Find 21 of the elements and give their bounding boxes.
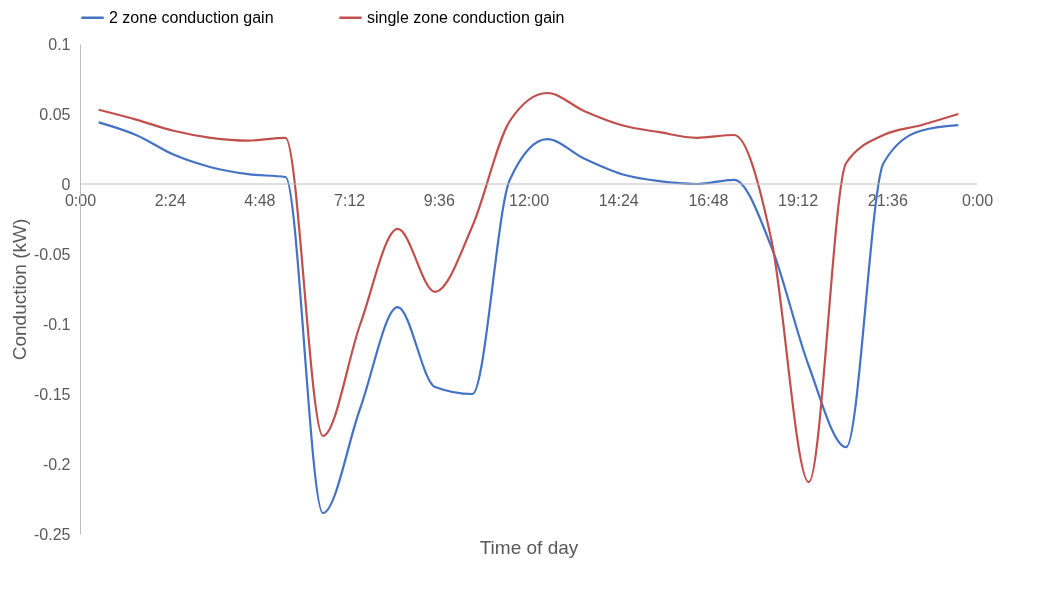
x-axis-title: Time of day — [479, 536, 579, 558]
y-tick-label: -0.2 — [42, 455, 71, 473]
x-tick-label: 14:24 — [598, 191, 639, 209]
legend-label: single zone conduction gain — [367, 8, 565, 26]
y-tick-label: 0.05 — [39, 105, 71, 123]
x-tick-label: 12:00 — [508, 191, 550, 209]
y-tick-label: -0.1 — [42, 315, 71, 333]
y-tick-label: 0.1 — [48, 35, 71, 53]
x-tick-label: 0:00 — [961, 191, 994, 209]
y-axis-title: Conduction (kW) — [9, 218, 31, 361]
x-tick-label: 19:12 — [778, 191, 819, 209]
x-tick-label: 9:36 — [423, 191, 455, 209]
legend-label: 2 zone conduction gain — [109, 8, 274, 26]
y-tick-label: -0.05 — [34, 245, 71, 263]
y-tick-label: -0.15 — [34, 385, 71, 403]
x-tick-label: 4:48 — [244, 191, 276, 209]
y-tick-label: 0 — [61, 175, 71, 193]
x-tick-label: 7:12 — [334, 191, 366, 209]
x-tick-label: 2:24 — [154, 191, 186, 209]
x-tick-label: 16:48 — [688, 191, 729, 209]
y-tick-label: -0.25 — [34, 525, 71, 543]
